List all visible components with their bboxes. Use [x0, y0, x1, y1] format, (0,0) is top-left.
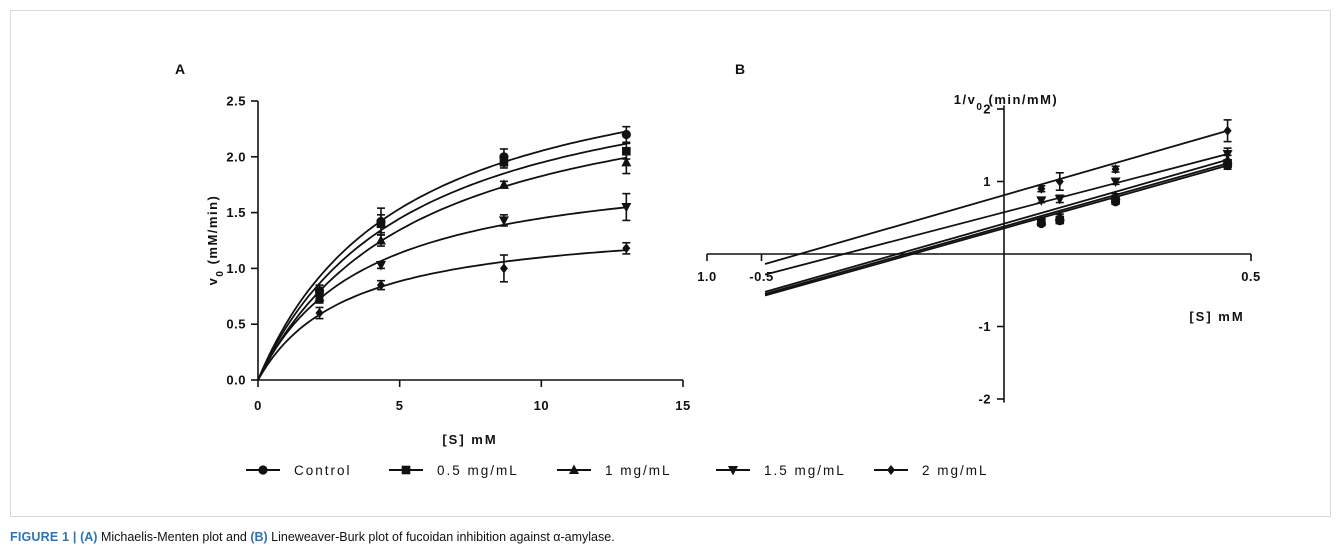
panel-b-regression-line — [764, 129, 1228, 265]
caption-text-b: Lineweaver-Burk plot of fucoidan inhibit… — [267, 530, 615, 544]
panel-a-data-point — [314, 294, 325, 305]
panel-a-data-point — [498, 179, 509, 189]
caption-figure-label: FIGURE 1 | — [10, 530, 77, 544]
panel-a-y-axis-title: v0 (mM/min) — [205, 195, 226, 286]
panel-a-y-tick-label: 1.0 — [226, 261, 246, 276]
legend-item: 0.5 mg/mL — [389, 463, 519, 478]
panel-a-data-point — [376, 219, 386, 229]
panel-b-regression-line — [764, 162, 1228, 295]
panel-a-label: A — [175, 61, 185, 77]
diamond-icon — [887, 465, 895, 475]
legend-item: 1 mg/mL — [557, 463, 672, 478]
panel-b-regression-line — [764, 158, 1228, 293]
panel-b-chart: B 1/v0 (min/mM) -2 -1 1 2 1.0 -0.5 0.5 [S] mM — [697, 61, 1261, 407]
caption-part-b: (B) — [250, 530, 268, 544]
triangle-down-icon — [728, 466, 738, 476]
panel-b-regression-line — [764, 153, 1228, 276]
panel-a-data-point — [375, 235, 386, 245]
caption-part-a: (A) — [80, 530, 98, 544]
panel-b-data-point — [1054, 210, 1065, 221]
panel-a-data-point — [499, 263, 508, 274]
panel-b-data-point — [1036, 196, 1047, 206]
panel-a-chart: A 0.0 0.5 1.0 1.5 2.0 2.5 0 5 10 15 [S] mM v0 (mM/mi… — [175, 61, 690, 447]
legend-item: Control — [246, 463, 352, 478]
panel-a-data-point — [376, 280, 385, 291]
panel-a-data-point — [315, 308, 324, 319]
panel-a-data-point — [621, 129, 631, 140]
triangle-up-icon — [569, 464, 579, 474]
panel-a-y-tick-label: 1.5 — [226, 205, 246, 220]
panel-b-regression-line — [764, 164, 1228, 297]
panel-b-y-tick-label: -2 — [978, 392, 991, 407]
panel-b-data-point — [1110, 190, 1121, 200]
panel-b-label: B — [735, 61, 745, 77]
panel-a-data-point — [498, 216, 509, 226]
legend: Control 0.5 mg/mL 1 mg/mL 1.5 mg/mL 2 mg/mL — [246, 463, 989, 478]
panel-b-data-point — [1111, 164, 1120, 175]
panel-b-y-tick-label: -1 — [978, 319, 991, 334]
panel-a-fit-curve — [257, 130, 627, 381]
panel-a-data-point — [621, 156, 632, 167]
figure-caption: FIGURE 1 | (A) Michaelis-Menten plot and… — [10, 530, 615, 544]
legend-label: 1 mg/mL — [605, 463, 672, 478]
panel-b-data-point — [1054, 194, 1065, 205]
panel-b-data-point — [1036, 215, 1047, 225]
panel-b-x-tick-label: -0.5 — [749, 269, 773, 284]
panel-b-data-point — [1037, 183, 1046, 194]
panel-a-fit-curve — [257, 249, 627, 381]
legend-item: 1.5 mg/mL — [716, 463, 846, 478]
panel-a-data-point — [621, 203, 632, 213]
panel-a-data-point — [622, 243, 631, 254]
panel-a-x-tick-label: 10 — [534, 398, 549, 413]
panel-a-fit-curve — [257, 156, 627, 381]
panel-a-fit-curve — [257, 206, 627, 381]
legend-item: 2 mg/mL — [874, 463, 989, 478]
panel-a-x-axis-title: [S] mM — [442, 432, 497, 447]
square-icon — [401, 465, 411, 475]
circle-icon — [258, 465, 268, 475]
panel-a-y-tick-label: 2.0 — [226, 149, 246, 164]
panel-b-y-tick-label: 2 — [983, 102, 991, 117]
panel-b-x-axis-title: [S] mM — [1189, 309, 1244, 324]
figure-frame — [10, 10, 1331, 517]
panel-a-fit-curve — [257, 142, 627, 381]
panel-a-y-tick-label: 0.0 — [226, 373, 246, 388]
panel-a-y-tick-label: 0.5 — [226, 317, 246, 332]
legend-label: 0.5 mg/mL — [437, 463, 519, 478]
panel-b-data-point — [1222, 149, 1233, 160]
caption-text-a: Michaelis-Menten plot and — [97, 530, 251, 544]
panel-b-y-tick-label: 1 — [983, 174, 991, 189]
legend-label: Control — [294, 463, 352, 478]
panel-a-data-point — [499, 158, 509, 167]
panel-b-x-tick-label: 1.0 — [697, 269, 717, 284]
panel-b-data-point — [1055, 176, 1064, 187]
panel-a-data-point — [375, 261, 386, 271]
panel-b-data-point — [1111, 196, 1120, 205]
panel-a-y-tick-label: 2.5 — [226, 94, 246, 109]
legend-label: 1.5 mg/mL — [764, 463, 846, 478]
panel-b-x-tick-label: 0.5 — [1241, 269, 1261, 284]
panel-a-x-tick-label: 0 — [254, 398, 262, 413]
panel-b-data-point — [1110, 177, 1121, 187]
panel-a-x-tick-label: 15 — [675, 398, 690, 413]
panel-a-x-tick-label: 5 — [396, 398, 404, 413]
panel-b-data-point — [1223, 125, 1232, 136]
panel-b-y-axis-title: 1/v0 (min/mM) — [954, 92, 1059, 113]
legend-label: 2 mg/mL — [922, 463, 989, 478]
